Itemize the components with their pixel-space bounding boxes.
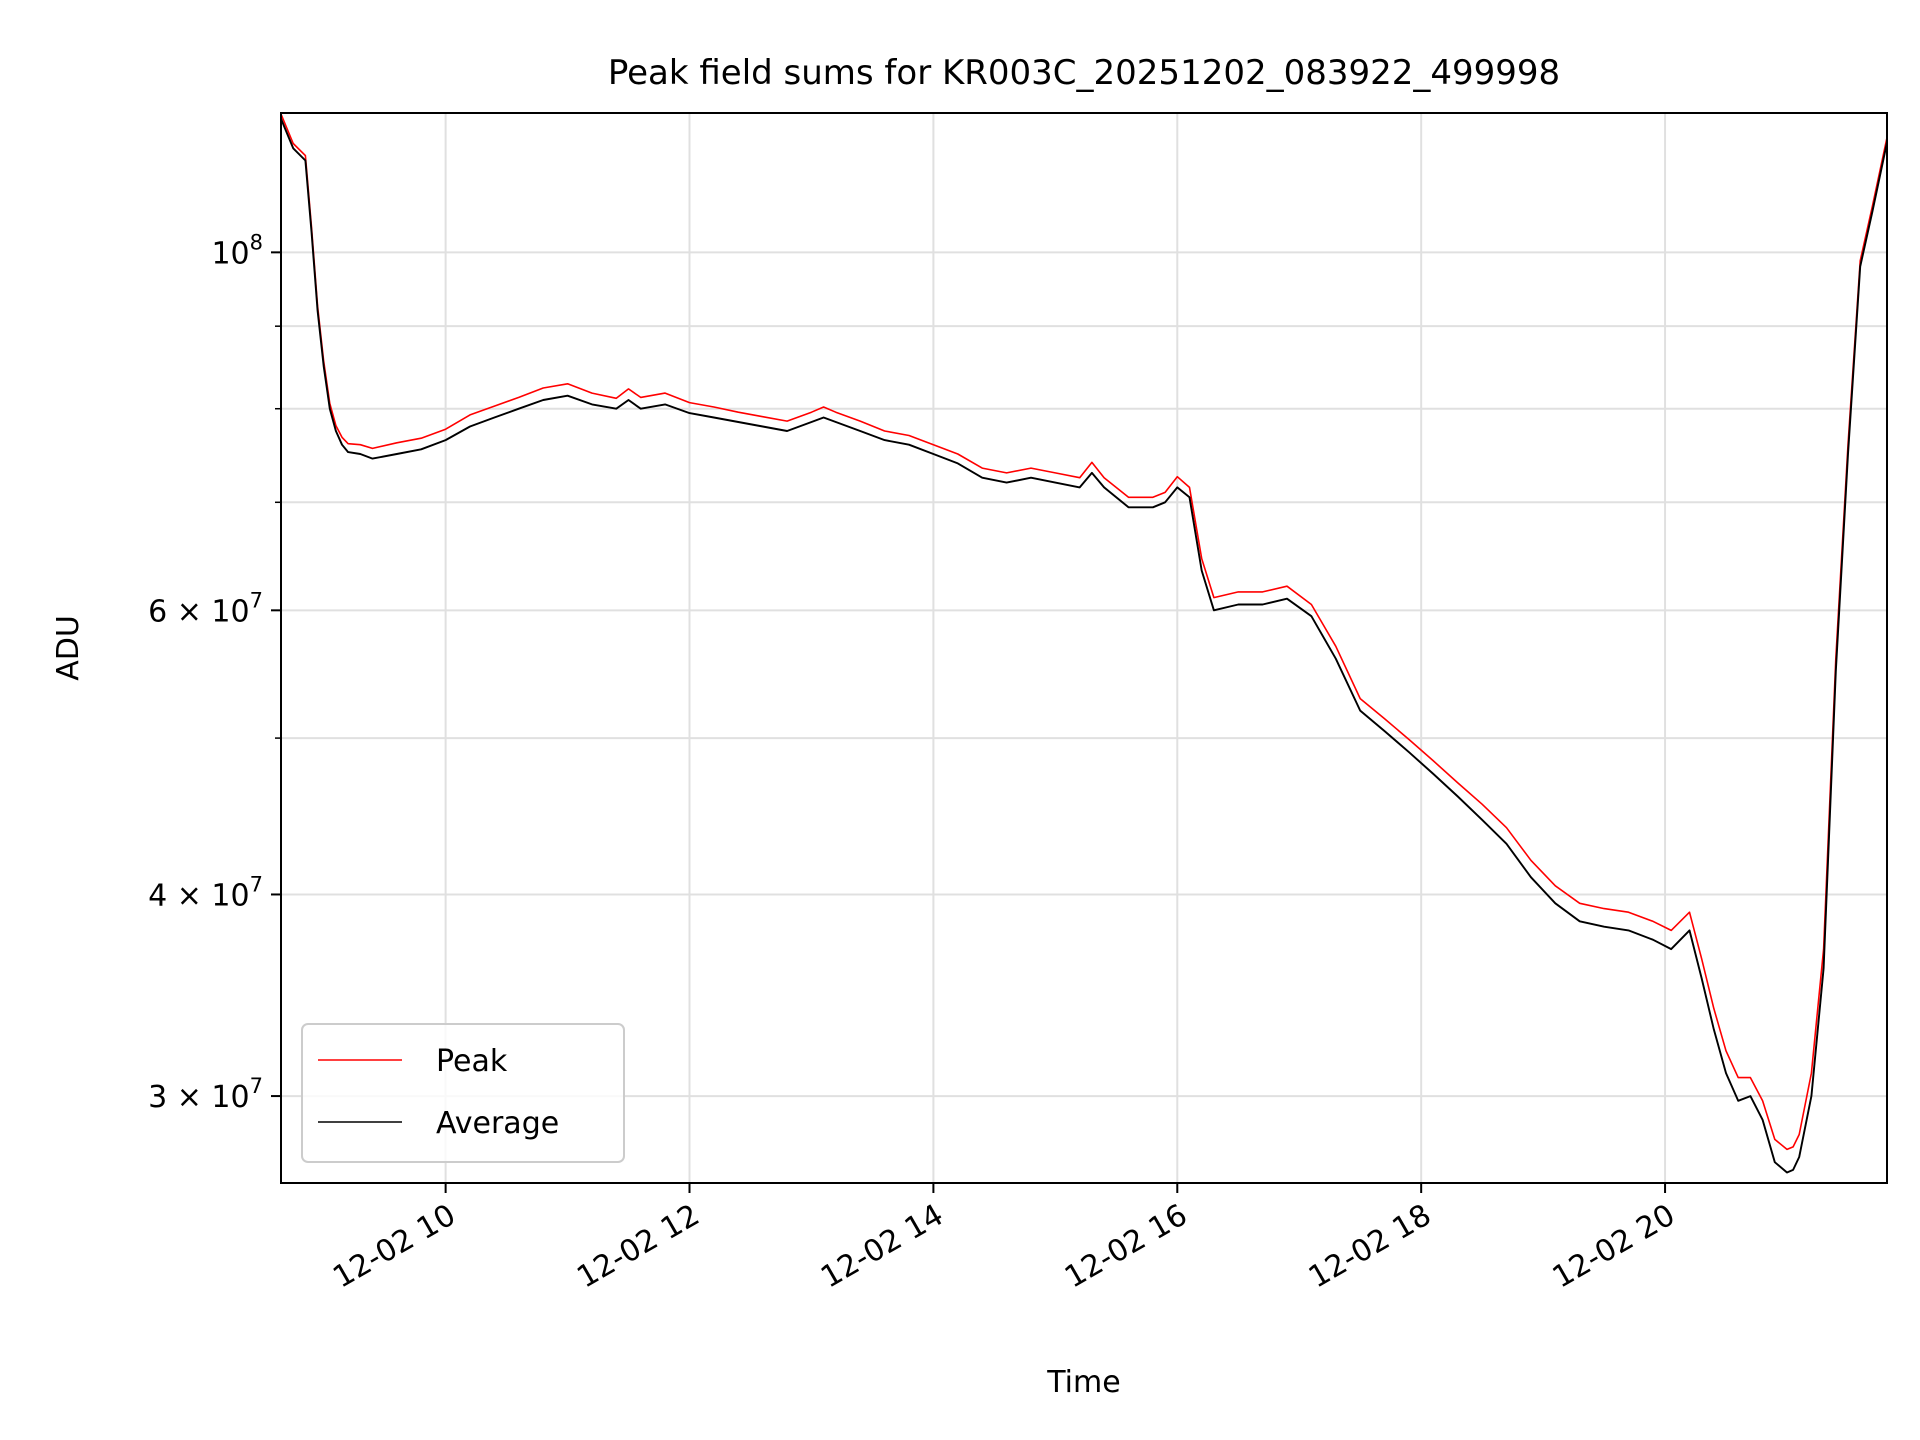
y-axis: 108 6 × 107 4 × 107 3 × 107 [148,230,281,1115]
y-tick-label: 4 × 107 [148,872,263,913]
legend: Peak Average [301,1023,625,1163]
y-tick-label: 108 [211,230,263,271]
y-tick-label: 3 × 107 [148,1074,263,1115]
x-axis-label: Time [1046,1365,1120,1400]
grid [281,113,1887,1183]
legend-box [301,1023,625,1163]
chart-title: Peak field sums for KR003C_20251202_0839… [608,53,1560,93]
series-line-average [281,118,1887,1174]
y-tick-label: 6 × 107 [148,588,263,629]
series-line-peak [281,113,1887,1151]
y-axis-label: ADU [51,615,86,681]
axes-frame [280,112,1888,1184]
legend-label-average: Average [436,1106,559,1141]
plot-area [281,113,1887,1174]
legend-label-peak: Peak [436,1044,508,1079]
